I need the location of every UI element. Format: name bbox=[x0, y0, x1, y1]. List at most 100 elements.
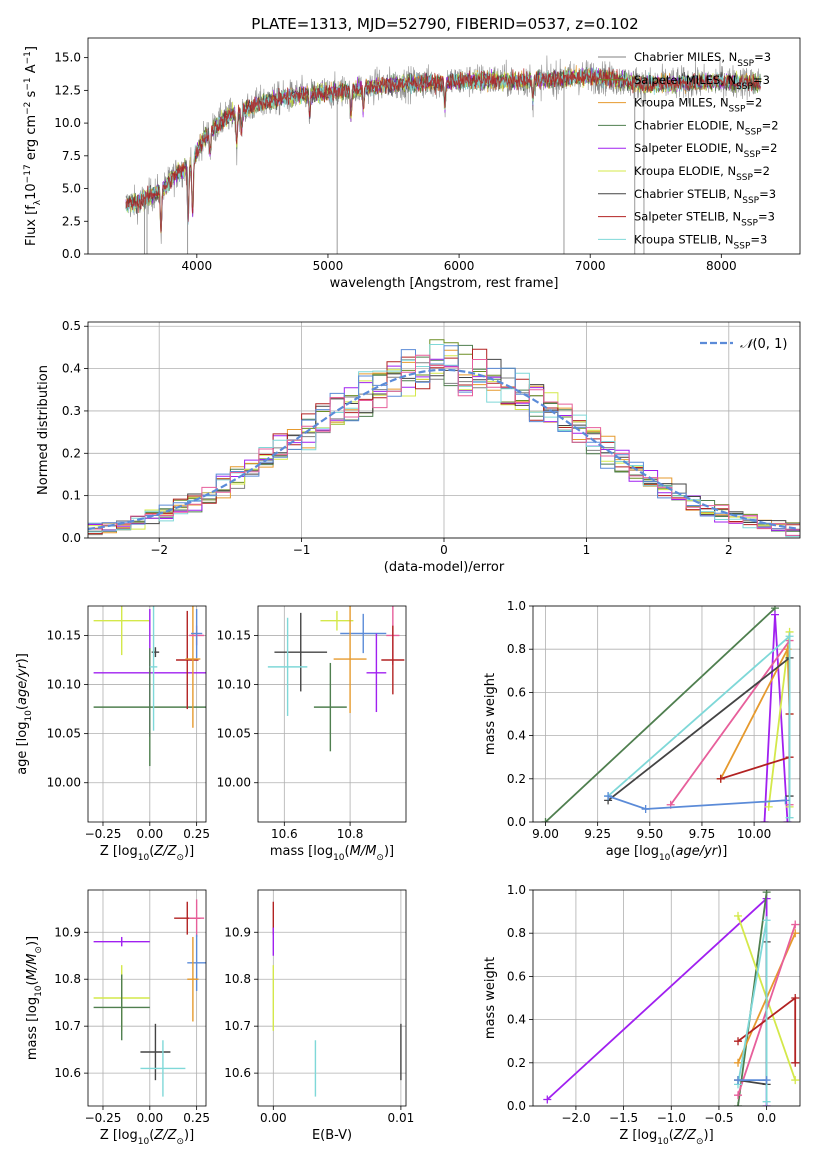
legend-label: Salpeter MILES, NSSP=3 bbox=[634, 73, 770, 92]
errorbar-point bbox=[189, 899, 205, 937]
gaussian-curve bbox=[88, 368, 798, 531]
errorbar-point bbox=[267, 617, 308, 716]
x-axis-label: E(B-V) bbox=[312, 1128, 352, 1143]
legend-label: Kroupa MILES, NSSP=2 bbox=[634, 96, 762, 115]
x-tick-label: 9.75 bbox=[689, 827, 716, 841]
weight-marker bbox=[543, 1095, 552, 1104]
plots-layer: 4000 5000 6000 7000 80000.02.55.07.510.012.5… bbox=[15, 37, 801, 1147]
weight-marker bbox=[791, 920, 800, 929]
x-tick-label: −2.0 bbox=[561, 1111, 590, 1125]
spectrum-line bbox=[125, 67, 761, 233]
y-tick-label: 0.0 bbox=[507, 1099, 526, 1113]
plot-area-residuals bbox=[88, 339, 800, 538]
y-tick-label: 0.2 bbox=[507, 772, 526, 786]
weight-marker bbox=[734, 1076, 743, 1085]
weight-marker bbox=[764, 802, 773, 811]
axes-residuals: −2 −1 0 1 2 0.0 0.1 0.2 0.3 0.4 0.5 (data-model)/er… bbox=[36, 319, 801, 575]
y-tick-label: 0.3 bbox=[62, 404, 81, 418]
x-tick-label: −0.25 bbox=[85, 1111, 122, 1125]
x-tick-label: 0.25 bbox=[183, 827, 210, 841]
errorbar-point bbox=[320, 610, 354, 631]
x-tick-label: −0.5 bbox=[704, 1111, 733, 1125]
axes-weight-vs-age: 9.00 9.25 9.50 9.75 10.00 0.0 0.2 0.4 0.6 0.8 1.0 a… bbox=[483, 599, 801, 863]
x-tick-label: 7000 bbox=[575, 259, 606, 273]
legend-label: Salpeter STELIB, NSSP=3 bbox=[634, 210, 775, 229]
axes-frame bbox=[87, 889, 207, 1107]
y-tick-label: 10.10 bbox=[47, 678, 81, 692]
legend-label: Chabrier ELODIE, NSSP=2 bbox=[634, 118, 779, 137]
weight-marker bbox=[791, 994, 800, 1002]
y-tick-label: 10.05 bbox=[47, 727, 81, 741]
y-tick-label: 0.0 bbox=[507, 815, 526, 829]
x-tick-label: 6000 bbox=[444, 259, 475, 273]
errorbar-point bbox=[187, 936, 199, 1022]
y-tick-label: 0.4 bbox=[507, 1013, 526, 1027]
spectrum-legend: Chabrier MILES, NSSP=3 Salpeter MILES, NS… bbox=[598, 50, 779, 251]
plot-area-age-vs-mass bbox=[267, 606, 405, 752]
errorbar-point bbox=[93, 606, 150, 656]
weight-marker bbox=[762, 1097, 771, 1106]
axes-spectrum: 4000 5000 6000 7000 8000 0.0 2.5 5.0 7.5 10.0 12.5… bbox=[23, 37, 801, 291]
weight-marker bbox=[734, 1091, 743, 1100]
x-tick-label: 10.6 bbox=[271, 827, 298, 841]
axes-frame bbox=[257, 889, 407, 1107]
errorbar-point bbox=[191, 608, 203, 659]
weight-marker bbox=[785, 813, 794, 822]
y-tick-label: 10.10 bbox=[217, 678, 251, 692]
errorbar-point bbox=[93, 936, 150, 947]
weight-marker bbox=[762, 890, 771, 897]
y-tick-label: 0.1 bbox=[62, 489, 81, 503]
x-axis-label: age [log10(age/yr)] bbox=[606, 844, 728, 863]
errorbar-point bbox=[93, 648, 206, 767]
y-axis-label: mass weight bbox=[483, 673, 498, 755]
errorbar-point bbox=[140, 1040, 186, 1097]
x-tick-label: −1.0 bbox=[657, 1111, 686, 1125]
x-tick-label: 0.00 bbox=[260, 1111, 287, 1125]
weight-marker bbox=[734, 1037, 743, 1046]
y-tick-label: 10.0 bbox=[54, 116, 81, 130]
plot-area-mass-vs-Z bbox=[93, 899, 206, 1097]
weight-marker bbox=[734, 1102, 743, 1106]
x-tick-label: −0.25 bbox=[85, 827, 122, 841]
y-tick-label: 10.15 bbox=[217, 628, 251, 642]
legend-label: Salpeter ELODIE, NSSP=2 bbox=[634, 141, 777, 160]
y-tick-label: 0.4 bbox=[62, 362, 81, 376]
x-axis-label: Z [log10(Z/Z⊙)] bbox=[100, 844, 194, 863]
weight-line bbox=[544, 607, 776, 822]
plot-area-age-vs-Z bbox=[93, 606, 206, 767]
y-tick-label: 0.8 bbox=[507, 926, 526, 940]
errorbar-point bbox=[176, 610, 199, 710]
weight-marker bbox=[734, 911, 743, 920]
x-tick-label: 0.0 bbox=[757, 1111, 776, 1125]
y-tick-label: 10.15 bbox=[47, 628, 81, 642]
x-axis-label: Z [log10(Z/Z⊙)] bbox=[619, 1128, 713, 1147]
weight-line bbox=[607, 795, 786, 810]
y-tick-label: 10.6 bbox=[224, 1066, 251, 1080]
errorbar-point bbox=[366, 633, 387, 713]
weight-marker bbox=[785, 632, 794, 641]
axes-frame bbox=[532, 605, 801, 823]
x-axis-label: mass [log10(M/M⊙)] bbox=[270, 844, 394, 863]
x-tick-label: −2 bbox=[150, 543, 168, 557]
errorbar-point bbox=[381, 625, 405, 695]
y-tick-label: 10.7 bbox=[54, 1019, 81, 1033]
y-tick-label: 5.0 bbox=[62, 182, 81, 196]
x-tick-label: 10.8 bbox=[337, 827, 364, 841]
y-axis-label: mass [log10(M/M⊙)] bbox=[25, 936, 44, 1060]
plot-area-spectrum bbox=[125, 55, 761, 254]
y-tick-label: 0.6 bbox=[507, 969, 526, 983]
legend-label: Chabrier STELIB, NSSP=3 bbox=[634, 187, 776, 206]
weight-marker bbox=[541, 818, 550, 822]
y-tick-label: 10.7 bbox=[224, 1019, 251, 1033]
errorbar-point bbox=[340, 613, 387, 654]
y-tick-label: 0.6 bbox=[507, 685, 526, 699]
x-tick-label: 10.00 bbox=[737, 827, 771, 841]
errorbar-point bbox=[333, 606, 367, 714]
figure-title: PLATE=1313, MJD=52790, FIBERID=0537, z=0… bbox=[251, 15, 638, 33]
y-axis-label: mass weight bbox=[483, 957, 498, 1039]
y-tick-label: 10.8 bbox=[54, 972, 81, 986]
weight-marker bbox=[791, 1058, 800, 1067]
x-tick-label: 0.01 bbox=[388, 1111, 415, 1125]
plot-area-weight-vs-Z bbox=[543, 890, 800, 1106]
axes-frame bbox=[257, 605, 407, 823]
